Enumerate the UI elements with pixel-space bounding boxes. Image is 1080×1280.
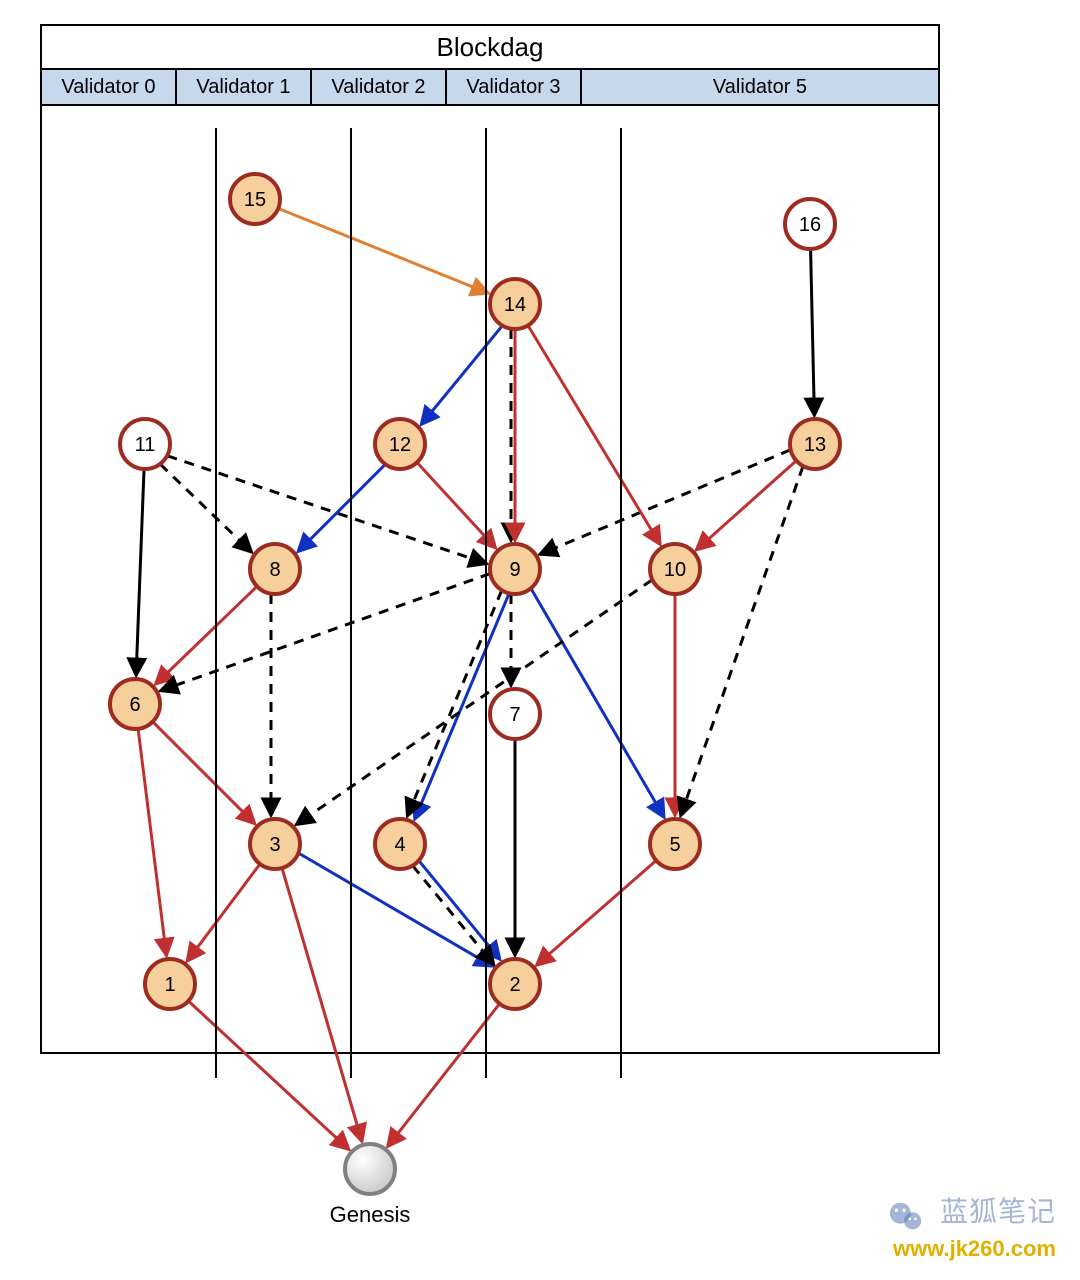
svg-text:9: 9 <box>509 559 520 581</box>
node-genesis <box>345 1144 395 1194</box>
svg-text:6: 6 <box>129 694 140 716</box>
svg-text:15: 15 <box>244 189 266 211</box>
column-divider <box>620 128 622 1078</box>
edge <box>540 450 790 554</box>
edge <box>697 461 797 550</box>
edge <box>187 864 260 961</box>
genesis-label: Genesis <box>330 1202 411 1227</box>
edge <box>811 249 815 415</box>
watermark-cn: 蓝狐笔记 <box>940 1190 1056 1230</box>
svg-text:12: 12 <box>389 434 411 456</box>
edge <box>681 466 803 815</box>
edge <box>388 1004 500 1146</box>
edge <box>528 325 660 544</box>
watermark-url: www.jk260.com <box>893 1236 1056 1262</box>
edge <box>188 1001 348 1149</box>
node-2: 2 <box>490 959 540 1009</box>
svg-text:1: 1 <box>164 974 175 996</box>
column-divider <box>350 128 352 1078</box>
edge <box>156 586 257 684</box>
node-12: 12 <box>375 419 425 469</box>
dag-graph: 12345678910111213141516Genesis <box>0 0 1080 1280</box>
node-6: 6 <box>110 679 160 729</box>
edge <box>160 464 251 552</box>
edge <box>153 722 255 824</box>
edge <box>421 326 502 424</box>
svg-text:14: 14 <box>504 294 526 316</box>
node-16: 16 <box>785 199 835 249</box>
edge <box>413 866 494 964</box>
wechat-icon <box>887 1198 925 1236</box>
edge <box>417 462 495 547</box>
svg-text:4: 4 <box>394 834 405 856</box>
svg-text:8: 8 <box>269 559 280 581</box>
node-7: 7 <box>490 689 540 739</box>
svg-text:16: 16 <box>799 214 821 236</box>
node-5: 5 <box>650 819 700 869</box>
node-11: 11 <box>120 419 170 469</box>
edge <box>531 589 664 817</box>
node-14: 14 <box>490 279 540 329</box>
edge <box>298 465 385 552</box>
edge <box>138 729 166 955</box>
node-13: 13 <box>790 419 840 469</box>
node-9: 9 <box>490 544 540 594</box>
svg-text:2: 2 <box>509 974 520 996</box>
edge <box>407 591 501 816</box>
svg-text:7: 7 <box>509 704 520 726</box>
svg-text:11: 11 <box>135 434 156 456</box>
edges-layer <box>136 208 814 1149</box>
nodes-layer: 12345678910111213141516 <box>110 174 840 1194</box>
edge <box>419 861 500 959</box>
node-1: 1 <box>145 959 195 1009</box>
node-15: 15 <box>230 174 280 224</box>
node-4: 4 <box>375 819 425 869</box>
column-divider <box>485 128 487 1078</box>
svg-text:13: 13 <box>804 434 826 456</box>
svg-text:5: 5 <box>669 834 680 856</box>
node-8: 8 <box>250 544 300 594</box>
node-3: 3 <box>250 819 300 869</box>
edge <box>136 469 144 675</box>
column-divider <box>215 128 217 1078</box>
edge <box>278 208 488 293</box>
edge <box>537 860 656 964</box>
node-10: 10 <box>650 544 700 594</box>
svg-text:3: 3 <box>269 834 280 856</box>
svg-text:10: 10 <box>664 559 686 581</box>
